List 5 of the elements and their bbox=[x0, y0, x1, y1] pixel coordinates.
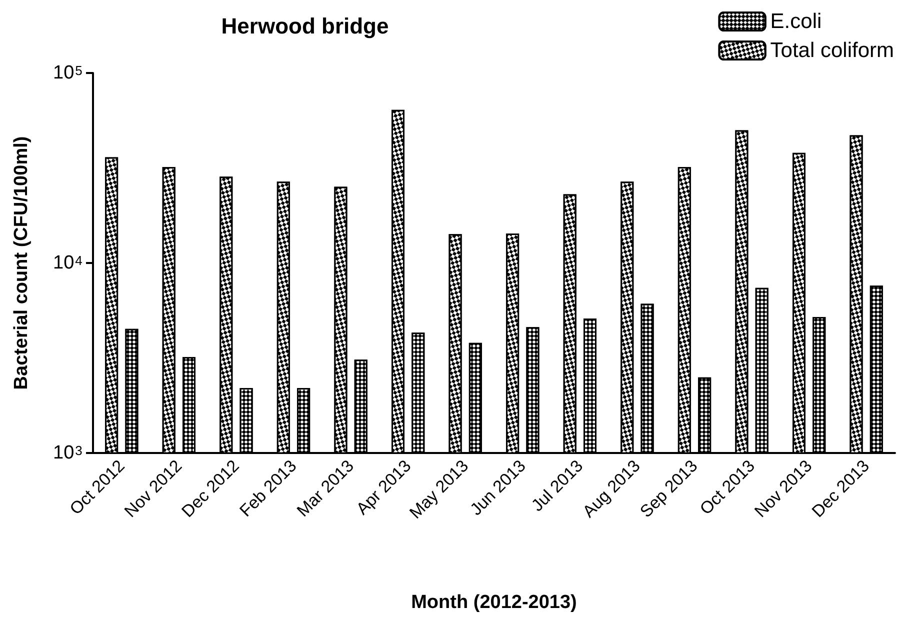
y-axis-title: Bacterial count (CFU/100ml) bbox=[11, 136, 32, 390]
x-axis-title: Month (2012-2013) bbox=[411, 592, 577, 613]
legend-label: E.coli bbox=[770, 10, 822, 33]
chart-title: Herwood bridge bbox=[221, 14, 389, 38]
legend-label: Total coliform bbox=[770, 39, 894, 62]
